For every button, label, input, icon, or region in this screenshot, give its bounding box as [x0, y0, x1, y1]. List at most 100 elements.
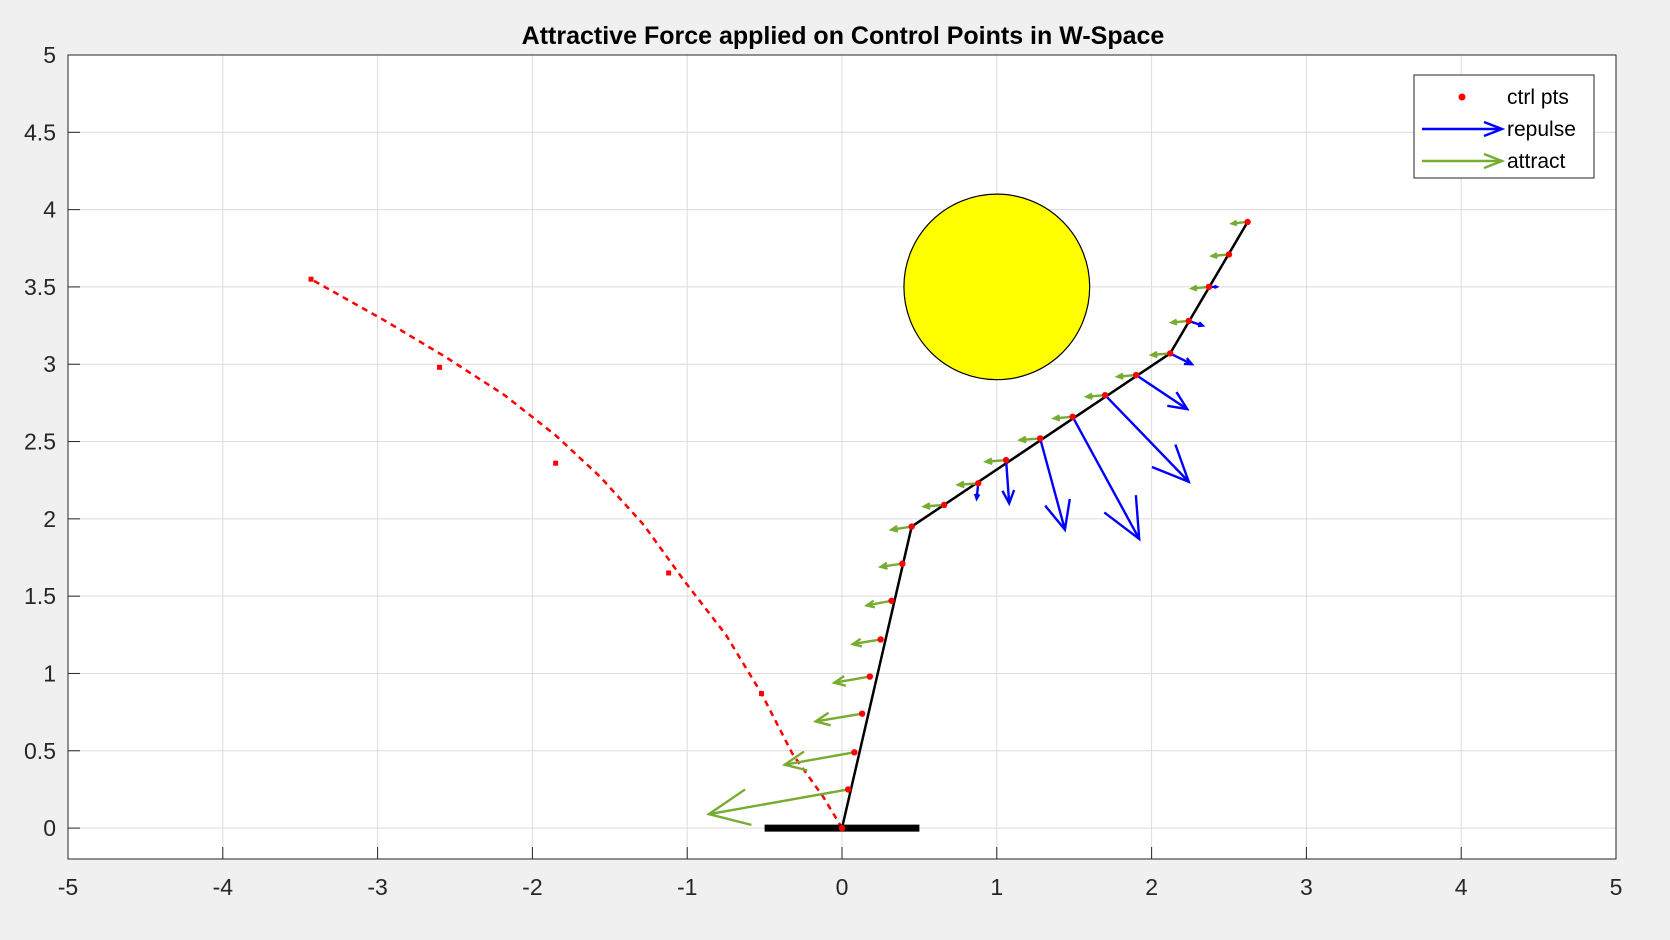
- x-tick-label: -4: [213, 874, 234, 900]
- attract-arrow: [831, 675, 871, 687]
- attract-arrow: [863, 599, 892, 609]
- goal-path-marker: [759, 691, 765, 697]
- ctrl-point: [877, 636, 884, 643]
- attract-arrow-head: [877, 561, 888, 570]
- goal-path-line: [310, 278, 844, 829]
- y-tick-label: 4: [43, 197, 56, 223]
- repulse-arrow-head: [973, 493, 981, 502]
- obstacle-circle: [903, 193, 1091, 381]
- ctrl-point: [1185, 317, 1192, 325]
- legend-label: attract: [1507, 150, 1566, 173]
- y-tick-label: 2: [43, 506, 56, 532]
- attract-arrow-shaft: [866, 599, 892, 607]
- y-tick-label: 0.5: [24, 738, 56, 764]
- x-tick-label: 5: [1610, 874, 1623, 900]
- y-tick-label: 3: [43, 351, 56, 377]
- ctrl-point: [1166, 350, 1174, 357]
- attract-arrow: [955, 480, 979, 489]
- attract-arrow: [983, 457, 1007, 466]
- attract-arrow-head: [1017, 435, 1027, 444]
- goal-path-marker: [437, 364, 443, 370]
- attract-arrow: [921, 502, 945, 510]
- attract-arrow-head: [888, 525, 899, 533]
- attract-arrow-shaft: [880, 562, 903, 568]
- x-tick-label: 0: [836, 874, 849, 900]
- attract-arrow-head: [1229, 219, 1238, 227]
- ctrl-point: [844, 786, 852, 793]
- attract-arrow-head: [831, 675, 847, 687]
- attract-arrow-shaft: [815, 712, 863, 723]
- legend: ctrl pts repulse attract: [1413, 74, 1595, 179]
- repulse-arrow-shaft: [1004, 460, 1011, 504]
- attract-arrow-shaft: [891, 525, 912, 531]
- ctrl-point: [940, 501, 948, 509]
- attract-arrow: [877, 561, 903, 570]
- attract-arrow: [781, 750, 855, 772]
- attract-arrow-head: [1168, 318, 1178, 326]
- legend-label: ctrl pts: [1507, 86, 1569, 109]
- attract-arrow-shaft: [784, 751, 855, 766]
- ctrl-point: [851, 749, 858, 756]
- axis-ticks: -5 -4 -3 -2 -1 0 1 2 3 4 5 0 0.5 1 1.5 2 2.5 3 3.5 4 4.5 5: [24, 42, 1622, 900]
- goal-path-marker: [308, 276, 314, 282]
- attract-arrow-shaft: [923, 503, 945, 508]
- attract-arrow: [1017, 435, 1041, 444]
- ctrl-point: [899, 560, 906, 567]
- attract-arrow-head: [863, 599, 876, 609]
- x-tick-label: -2: [522, 874, 542, 900]
- repulse-arrow: [1169, 352, 1195, 366]
- ctrl-point: [1101, 391, 1109, 399]
- repulse-arrow: [1071, 416, 1141, 542]
- ctrl-point: [1036, 435, 1044, 442]
- ctrl-point: [975, 480, 982, 487]
- x-tick-label: -5: [58, 874, 78, 900]
- x-tick-label: -3: [367, 874, 387, 900]
- repulse-arrow: [1135, 374, 1190, 411]
- attract-arrow-shaft: [708, 788, 849, 816]
- repulse-arrow-head: [1044, 498, 1071, 533]
- repulse-arrow-head: [1001, 489, 1016, 507]
- attract-arrow-shaft: [985, 458, 1007, 463]
- repulse-arrow-shaft: [1104, 394, 1190, 483]
- goal-path-marker: [666, 570, 672, 576]
- attract-arrow-head: [1114, 372, 1124, 380]
- repulse-arrow-head: [1213, 284, 1220, 290]
- attract-arrow-head: [1083, 392, 1093, 400]
- y-tick-label: 0: [43, 815, 56, 841]
- repulse-arrow: [1001, 460, 1016, 507]
- attract-arrow-head: [812, 711, 831, 727]
- repulse-arrow-shaft: [1071, 416, 1141, 540]
- ctrl-point: [1244, 218, 1251, 226]
- ctrl-point: [1205, 283, 1213, 291]
- attract-arrow-head: [983, 457, 993, 466]
- attract-arrow: [705, 788, 849, 827]
- attract-arrow-shaft: [958, 482, 979, 487]
- y-tick-label: 3.5: [24, 274, 56, 300]
- attract-arrow-head: [1051, 414, 1061, 422]
- attract-arrow-head: [1209, 252, 1218, 259]
- attract-arrow: [812, 711, 863, 727]
- repulse-arrow: [1038, 438, 1071, 533]
- attract-arrow-head: [705, 788, 752, 827]
- ctrl-point: [1069, 413, 1076, 420]
- ctrl-point: [1225, 251, 1233, 258]
- ctrl-point: [1132, 371, 1140, 379]
- attract-arrow-head: [849, 637, 863, 648]
- attract-arrow-shaft: [852, 638, 881, 646]
- x-tick-label: 2: [1145, 874, 1158, 900]
- legend-arrow: [1422, 152, 1506, 170]
- attract-arrow-head: [921, 502, 931, 510]
- repulse-arrow-head: [1167, 391, 1190, 411]
- attract-arrow-head: [1148, 350, 1158, 359]
- ctrl-point: [888, 597, 895, 604]
- repulse-arrow-head: [1183, 357, 1195, 366]
- x-tick-label: 4: [1455, 874, 1468, 900]
- goal-path-marker: [553, 460, 559, 466]
- ctrl-point: [858, 710, 866, 717]
- ctrl-point: [866, 673, 874, 680]
- legend-arrow-head: [1483, 152, 1506, 170]
- attract-arrow-shaft: [834, 675, 871, 684]
- repulse-arrow-shaft: [1038, 438, 1067, 530]
- legend-arrow-head: [1483, 120, 1506, 138]
- x-tick-label: 1: [990, 874, 1003, 900]
